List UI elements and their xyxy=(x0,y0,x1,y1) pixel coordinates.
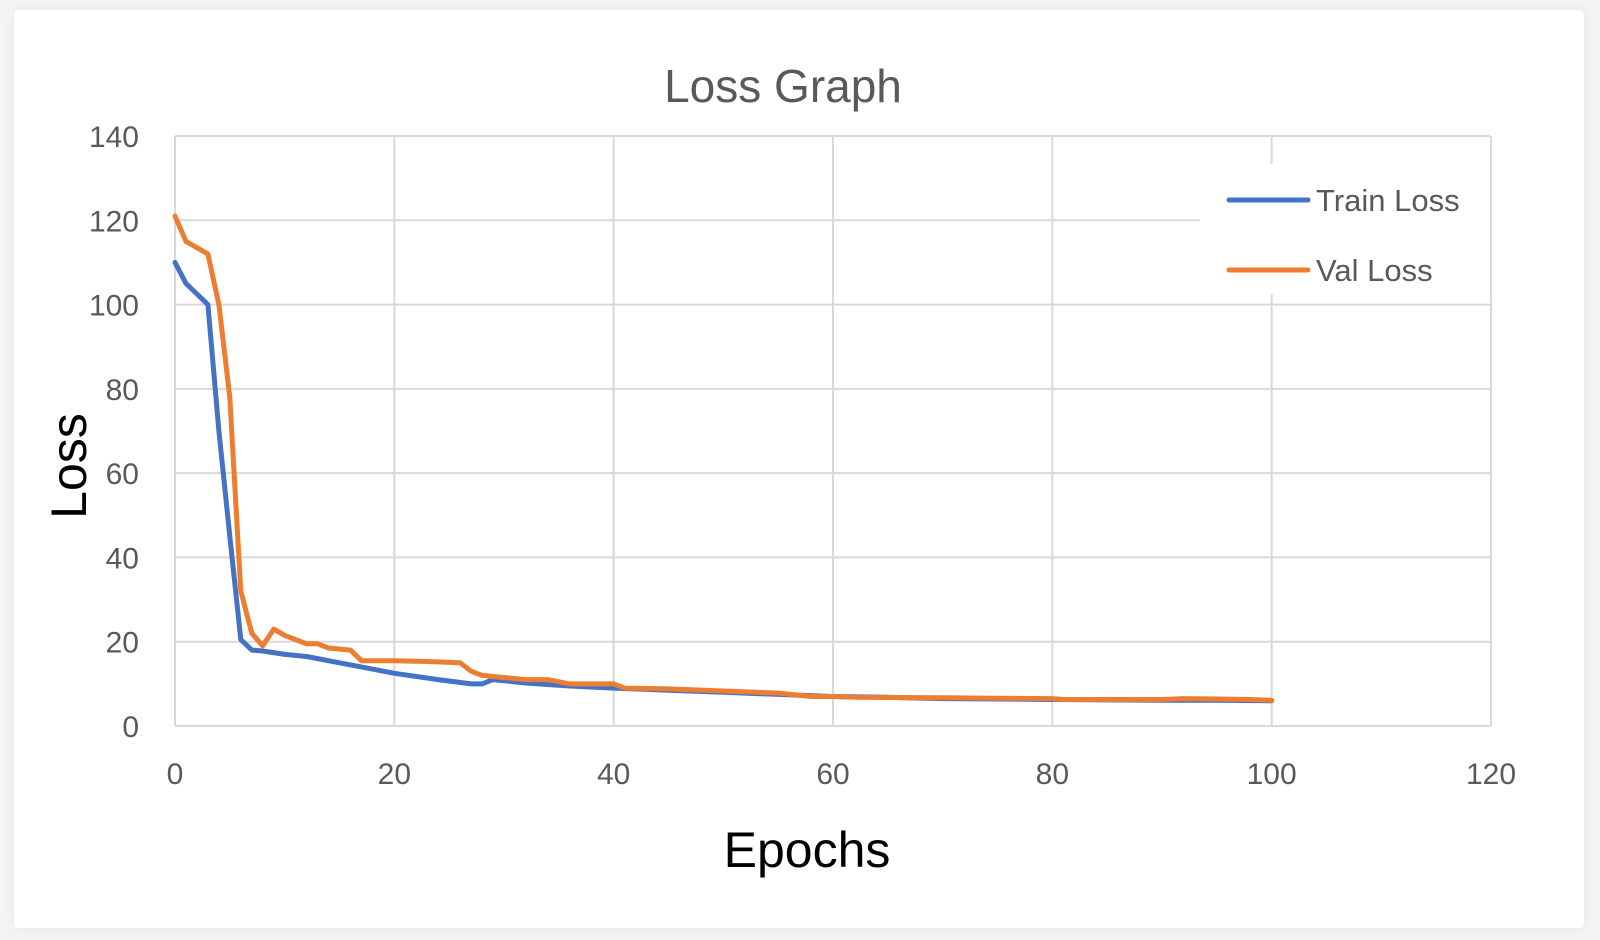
gridlines xyxy=(174,135,1492,727)
x-tick-label: 100 xyxy=(1247,758,1297,791)
x-tick-label: 80 xyxy=(1036,758,1069,791)
y-axis-title: Loss xyxy=(41,413,97,519)
tick-labels: 0 20 40 60 80 100 120 140 0 20 40 60 80 100 120 xyxy=(89,121,1516,791)
x-tick-label: 120 xyxy=(1466,758,1516,791)
legend-label-train-loss: Train Loss xyxy=(1316,183,1460,218)
y-tick-label: 140 xyxy=(89,121,139,154)
y-tick-label: 40 xyxy=(106,542,139,575)
chart-title: Loss Graph xyxy=(664,60,902,112)
x-tick-label: 0 xyxy=(167,758,184,791)
y-tick-label: 60 xyxy=(106,458,139,491)
legend: Train Loss Val Loss xyxy=(1200,164,1490,294)
series-line-val-loss xyxy=(172,213,1275,703)
y-tick-label: 100 xyxy=(89,290,139,323)
x-tick-label: 40 xyxy=(597,758,630,791)
x-tick-label: 60 xyxy=(816,758,849,791)
x-axis-title: Epochs xyxy=(724,822,891,878)
loss-chart: Loss Graph 0 20 40 60 80 100 120 140 0 20 40 60 80 10… xyxy=(41,60,1516,878)
chart-card: Loss Graph 0 20 40 60 80 100 120 140 0 20 40 60 80 10… xyxy=(14,10,1584,928)
series-lines xyxy=(172,213,1275,704)
y-tick-label: 20 xyxy=(106,627,139,660)
series-line-train-loss xyxy=(172,259,1275,704)
y-tick-label: 120 xyxy=(89,205,139,238)
x-tick-label: 20 xyxy=(378,758,411,791)
y-tick-label: 80 xyxy=(106,374,139,407)
legend-label-val-loss: Val Loss xyxy=(1316,253,1433,288)
y-tick-label: 0 xyxy=(122,711,139,744)
